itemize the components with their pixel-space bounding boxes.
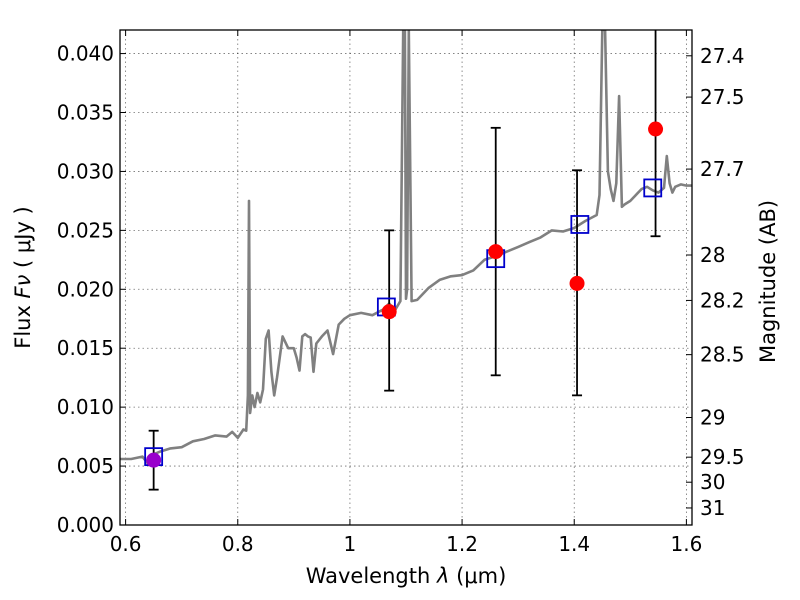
y2-tick-label: 27.4 (700, 44, 745, 68)
y-tick-label: 0.020 (57, 277, 114, 301)
y-tick-label: 0.025 (57, 218, 114, 242)
model-photometry-square (643, 178, 663, 198)
y2-tick-label: 29.5 (700, 445, 745, 469)
x-tick-label: 1.6 (670, 532, 702, 556)
y-tick-label: 0.010 (57, 395, 114, 419)
x-tick-label: 1 (344, 532, 357, 556)
y-tick-label: 0.015 (57, 336, 114, 360)
photometry-point (381, 304, 397, 320)
photometry-point (648, 121, 664, 137)
x-tick-label: 0.6 (110, 532, 142, 556)
photometry-point (146, 452, 162, 468)
x-axis-label: Wavelength λ (μm) (306, 564, 507, 588)
y2-tick-label: 27.5 (700, 85, 745, 109)
y-tick-label: 0.030 (57, 159, 114, 183)
y2-tick-label: 28.5 (700, 343, 745, 367)
x-tick-label: 1.4 (558, 532, 590, 556)
photometry-point (488, 244, 504, 260)
model-photometry-square (570, 215, 590, 234)
y2-tick-label: 29 (700, 406, 725, 430)
x-tick-label: 0.8 (222, 532, 254, 556)
y-tick-label: 0.000 (57, 513, 114, 537)
photometry-point (569, 275, 585, 291)
y-axis-label: Flux Fν ( μJy ) (11, 206, 35, 349)
ticks: 0.6 0.8 1 1.2 1.4 1.6 0.000 0.005 0.010 0.015 0.02… (57, 30, 745, 556)
y2-tick-label: 28 (700, 243, 725, 267)
model-spectrum-line (120, 30, 692, 466)
y-tick-label: 0.035 (57, 101, 114, 125)
plot-area (120, 30, 692, 491)
y2-tick-label: 31 (700, 496, 725, 520)
x-tick-label: 1.2 (446, 532, 478, 556)
y-tick-label: 0.040 (57, 42, 114, 66)
y2-tick-label: 27.7 (700, 157, 745, 181)
y-tick-label: 0.005 (57, 454, 114, 478)
y2-tick-label: 28.2 (700, 288, 745, 312)
plot-frame (119, 29, 693, 526)
y2-axis-label: Magnitude (AB) (756, 200, 780, 363)
y2-tick-label: 30 (700, 470, 725, 494)
